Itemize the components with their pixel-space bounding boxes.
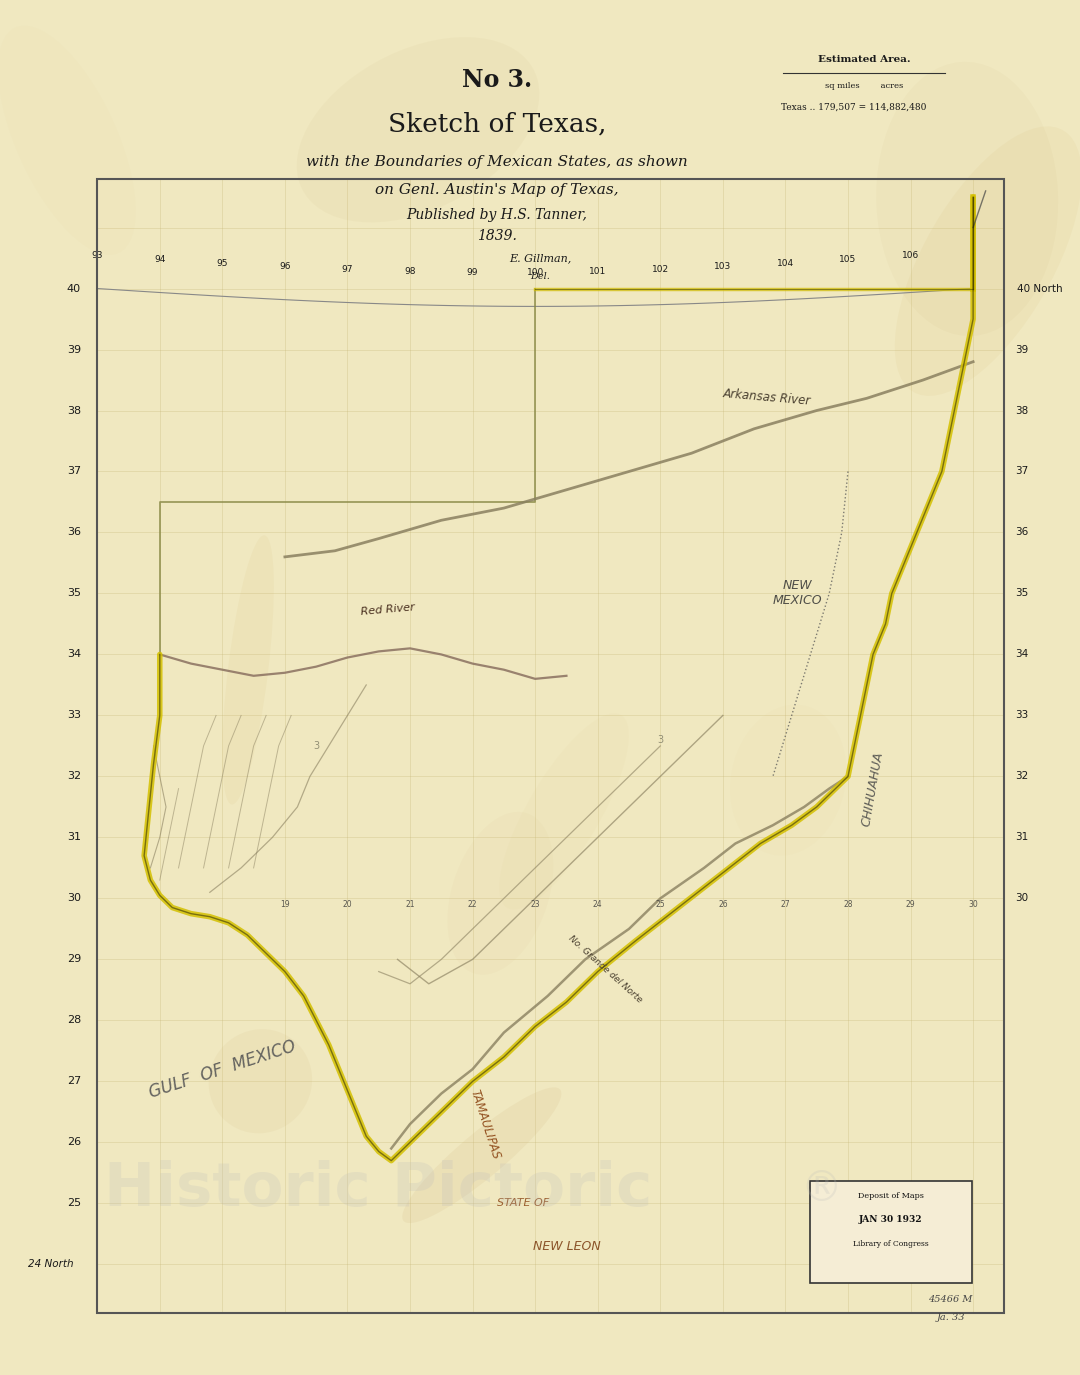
Text: 34: 34 — [67, 649, 81, 660]
Bar — [97, 179, 1004, 1313]
Text: 33: 33 — [1015, 711, 1028, 720]
Text: 36: 36 — [67, 528, 81, 538]
Text: Red River: Red River — [360, 602, 415, 617]
Text: 102: 102 — [651, 265, 669, 274]
Text: 27: 27 — [67, 1077, 81, 1086]
Text: 24: 24 — [593, 901, 603, 909]
Text: 25: 25 — [656, 901, 665, 909]
Text: 3: 3 — [313, 741, 320, 751]
Text: 31: 31 — [1015, 832, 1028, 843]
Text: 40 North: 40 North — [1017, 283, 1063, 293]
Text: 95: 95 — [217, 258, 228, 268]
Ellipse shape — [894, 126, 1080, 396]
Text: 35: 35 — [1015, 588, 1028, 598]
Text: TAMAULIPAS: TAMAULIPAS — [468, 1088, 502, 1160]
Text: 103: 103 — [714, 263, 731, 271]
Text: NEW LEON: NEW LEON — [532, 1239, 600, 1253]
Text: 21: 21 — [405, 901, 415, 909]
Text: 105: 105 — [839, 256, 856, 264]
Text: 23: 23 — [530, 901, 540, 909]
Text: 33: 33 — [67, 711, 81, 720]
Text: 38: 38 — [67, 406, 81, 415]
Text: 25: 25 — [67, 1199, 81, 1209]
Text: 96: 96 — [279, 263, 291, 271]
Text: No 3.: No 3. — [462, 67, 531, 92]
Text: E. Gillman,: E. Gillman, — [509, 253, 571, 264]
Text: 99: 99 — [467, 268, 478, 276]
Text: 39: 39 — [1015, 345, 1028, 355]
Text: 24 North: 24 North — [28, 1260, 73, 1269]
Text: 34: 34 — [1015, 649, 1028, 660]
Text: 19: 19 — [280, 901, 289, 909]
Text: 3: 3 — [658, 734, 663, 745]
Text: 37: 37 — [67, 466, 81, 477]
Text: Deposit of Maps: Deposit of Maps — [859, 1192, 923, 1200]
Text: 100: 100 — [527, 268, 544, 276]
Text: 28: 28 — [843, 901, 853, 909]
Text: 30: 30 — [969, 901, 978, 909]
Text: 26: 26 — [67, 1137, 81, 1147]
Text: 30: 30 — [1015, 894, 1028, 903]
Text: Published by H.S. Tanner,: Published by H.S. Tanner, — [406, 208, 588, 221]
Text: 22: 22 — [468, 901, 477, 909]
Text: No. Grande del Norte: No. Grande del Norte — [566, 934, 644, 1004]
Text: 37: 37 — [1015, 466, 1028, 477]
Text: on Genl. Austin's Map of Texas,: on Genl. Austin's Map of Texas, — [375, 183, 619, 197]
Text: 40: 40 — [67, 283, 81, 293]
Text: 1839.: 1839. — [477, 230, 516, 243]
Text: 39: 39 — [67, 345, 81, 355]
Text: Sketch of Texas,: Sketch of Texas, — [388, 111, 606, 136]
Ellipse shape — [402, 1088, 562, 1224]
Text: Estimated Area.: Estimated Area. — [818, 55, 910, 65]
Text: Del.: Del. — [530, 272, 550, 280]
Text: CHIHUAHUA: CHIHUAHUA — [860, 751, 886, 828]
Text: 38: 38 — [1015, 406, 1028, 415]
Text: 104: 104 — [777, 258, 794, 268]
Text: Arkansas River: Arkansas River — [723, 386, 812, 407]
Text: 101: 101 — [589, 267, 606, 276]
Text: 94: 94 — [154, 256, 165, 264]
Text: 26: 26 — [718, 901, 728, 909]
Text: NEW
MEXICO: NEW MEXICO — [773, 579, 823, 608]
Text: 27: 27 — [781, 901, 791, 909]
Text: 35: 35 — [67, 588, 81, 598]
Text: JAN 30 1932: JAN 30 1932 — [860, 1216, 922, 1224]
FancyBboxPatch shape — [810, 1181, 972, 1283]
Ellipse shape — [208, 1028, 312, 1133]
Text: 32: 32 — [1015, 771, 1028, 781]
Text: 97: 97 — [341, 265, 353, 274]
Text: Library of Congress: Library of Congress — [853, 1240, 929, 1248]
Text: ®: ® — [800, 1169, 841, 1210]
Text: 32: 32 — [67, 771, 81, 781]
Text: 93: 93 — [92, 252, 103, 260]
Text: 106: 106 — [902, 252, 919, 260]
Text: with the Boundaries of Mexican States, as shown: with the Boundaries of Mexican States, a… — [306, 155, 688, 169]
Ellipse shape — [222, 535, 274, 804]
Text: sq miles        acres: sq miles acres — [825, 82, 903, 91]
Text: Historic Pictoric: Historic Pictoric — [104, 1160, 652, 1218]
Text: 31: 31 — [67, 832, 81, 843]
Text: STATE OF: STATE OF — [497, 1199, 549, 1209]
Text: 36: 36 — [1015, 528, 1028, 538]
Text: Texas .. 179,507 = 114,882,480: Texas .. 179,507 = 114,882,480 — [781, 103, 926, 113]
Text: 30: 30 — [67, 894, 81, 903]
Text: 29: 29 — [67, 954, 81, 964]
Text: 20: 20 — [342, 901, 352, 909]
Text: GULF  OF  MEXICO: GULF OF MEXICO — [147, 1037, 298, 1101]
Text: 28: 28 — [67, 1015, 81, 1026]
Text: Ja. 33: Ja. 33 — [936, 1313, 964, 1321]
Text: 98: 98 — [404, 267, 416, 276]
Text: 45466 M: 45466 M — [928, 1295, 973, 1304]
Text: 29: 29 — [906, 901, 916, 909]
